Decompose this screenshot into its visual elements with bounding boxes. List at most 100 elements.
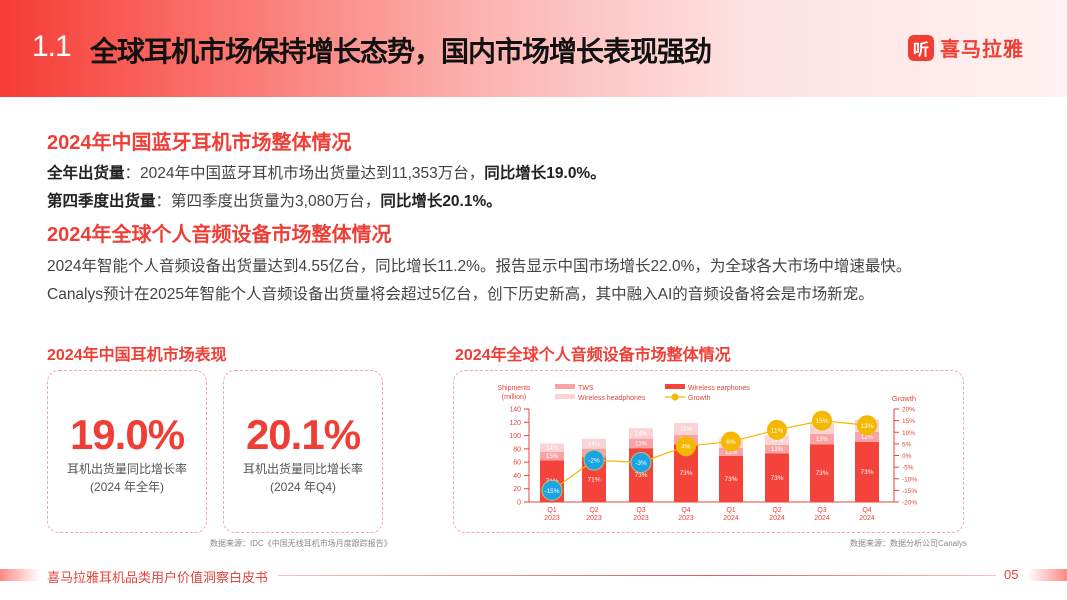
brand-name: 喜马拉雅 — [940, 39, 1024, 61]
legend-label-earphones: Wireless earphones — [688, 385, 750, 392]
growth-marker — [541, 479, 563, 501]
brand-logo: 听 喜马拉雅 — [908, 33, 1024, 62]
y-tick-label: 100 — [509, 433, 521, 440]
bar-label-tws: 13% — [635, 441, 648, 447]
footer-accent-right — [1027, 569, 1067, 581]
chart-source-note: 数据来源：数据分析公司Canalys — [850, 539, 967, 548]
growth-label: -3% — [635, 460, 647, 467]
growth-marker — [721, 431, 741, 452]
bar-label-headphones: 14% — [588, 442, 601, 448]
y-tick-label: 0 — [517, 500, 521, 507]
legend-label-headphones: Wireless headphones — [578, 395, 646, 402]
kpi-value: 20.1% — [245, 411, 361, 458]
growth-label: 13% — [860, 423, 873, 430]
kpi-label: 耳机出货量同比增长率 — [242, 462, 363, 476]
bar-label-earphones: 73% — [724, 476, 737, 483]
kpi-label: 耳机出货量同比增长率 — [66, 462, 187, 476]
q4-shipment-label: 第四季度出货量 — [47, 193, 156, 210]
bar-label-headphones: 15% — [680, 427, 693, 433]
bar-wireless-earphones — [719, 455, 743, 502]
y2-tick-label: 0% — [902, 453, 912, 460]
chart-section-title: 2024年全球个人音频设备市场整体情况 — [455, 347, 731, 364]
bar-tws — [629, 438, 653, 449]
legend-marker-growth — [671, 393, 679, 401]
bar-tws — [810, 434, 834, 445]
y2-tick-label: -5% — [902, 465, 914, 472]
y2-tick-label: -20% — [902, 500, 917, 507]
growth-marker — [583, 449, 605, 471]
q4-shipment-line: 第四季度出货量：第四季度出货量为3,080万台，同比增长20.1%。 — [47, 189, 502, 211]
x-tick-year: 2024 — [859, 515, 875, 522]
china-market-title: 2024年中国蓝牙耳机市场整体情况 — [47, 132, 352, 154]
x-tick-quarter: Q4 — [862, 507, 871, 514]
x-tick-year: 2023 — [586, 515, 602, 522]
kpi-card-q4: 20.1% 耳机出货量同比增长率 (2024 年Q4) — [223, 370, 383, 533]
legend-label-growth: Growth — [688, 395, 711, 402]
header-banner: 1.1 全球耳机市场保持增长态势，国内市场增长表现强劲 听 喜马拉雅 — [0, 0, 1067, 97]
kpi-section-title: 2024年中国耳机市场表现 — [47, 347, 227, 364]
bar-label-earphones: 73% — [770, 475, 783, 482]
footer-title: 喜马拉雅耳机品类用户价值洞察白皮书 — [47, 570, 269, 585]
x-tick-quarter: Q2 — [772, 507, 781, 514]
bar-wireless-headphones — [765, 435, 789, 445]
bar-label-earphones: 73% — [860, 469, 873, 476]
y2-tick-label: 5% — [902, 441, 912, 448]
global-market-para-2: Canalys预计在2025年智能个人音频设备出货量将会超过5亿台，创下历史新高… — [47, 286, 874, 303]
y-tick-label: 20 — [513, 486, 521, 493]
bar-tws — [855, 431, 879, 442]
annual-shipment-label: 全年出货量 — [47, 165, 125, 182]
x-tick-year: 2023 — [678, 515, 694, 522]
bar-label-tws: 13% — [771, 447, 784, 453]
y-tick-label: 40 — [513, 473, 521, 480]
growth-label: 6% — [726, 439, 736, 446]
global-market-title: 2024年全球个人音频设备市场整体情况 — [47, 224, 392, 246]
bar-tws — [540, 451, 564, 461]
bar-label-headphones: 14% — [635, 431, 648, 437]
x-tick-quarter: Q2 — [589, 507, 598, 514]
growth-marker — [767, 419, 787, 440]
q4-shipment-text: ：第四季度出货量为3,080万台， — [155, 193, 381, 210]
bar-label-tws: 13% — [725, 450, 738, 456]
legend-swatch-tws — [555, 384, 575, 389]
y-tick-label: 120 — [509, 420, 521, 427]
bar-label-earphones: 73% — [679, 470, 692, 477]
legend-swatch-earphones — [665, 384, 685, 389]
y-axis-title: Shipments — [497, 385, 531, 392]
bar-wireless-headphones — [674, 422, 698, 435]
growth-marker — [812, 410, 832, 431]
x-tick-quarter: Q1 — [547, 507, 556, 514]
bar-label-earphones: 73% — [634, 472, 647, 479]
footer-divider — [278, 575, 996, 576]
bar-label-tws: 15% — [546, 454, 559, 460]
bar-label-earphones: 73% — [815, 470, 828, 477]
annual-shipment-growth: 同比增长19.0%。 — [484, 165, 606, 182]
bar-label-tws: 12% — [861, 435, 874, 441]
x-tick-quarter: Q4 — [681, 507, 690, 514]
growth-label: 15% — [815, 418, 828, 425]
y2-tick-label: -15% — [902, 488, 917, 495]
bar-label-earphones: 71% — [587, 477, 600, 484]
y2-tick-label: -10% — [902, 476, 917, 483]
listen-logo-icon: 听 — [908, 34, 934, 61]
q4-shipment-growth: 同比增长20.1%。 — [380, 193, 502, 210]
x-tick-year: 2023 — [544, 515, 560, 522]
bar-wireless-earphones — [855, 441, 879, 502]
x-tick-year: 2024 — [769, 515, 785, 522]
y-axis-unit: (million) — [502, 394, 527, 401]
bar-wireless-headphones — [582, 438, 606, 449]
annual-shipment-text: ：2024年中国蓝牙耳机市场出货量达到11,353万台， — [124, 165, 485, 182]
chart-card: Shipments (million) TWS Wireless headphones… — [453, 370, 964, 533]
bar-wireless-headphones — [540, 443, 564, 452]
y2-tick-label: 15% — [902, 418, 915, 425]
bar-label-headphones: 14% — [546, 446, 559, 452]
x-tick-quarter: Q3 — [636, 507, 645, 514]
bar-label-headphones: 14% — [771, 438, 784, 444]
bar-tws — [719, 447, 743, 456]
section-number: 1.1 — [32, 30, 72, 63]
y2-tick-label: 10% — [902, 430, 915, 437]
y2-tick-label: 20% — [902, 407, 915, 414]
kpi-value: 19.0% — [69, 411, 185, 458]
growth-label: -15% — [544, 488, 559, 495]
growth-label: -2% — [588, 458, 600, 465]
bar-wireless-earphones — [765, 453, 789, 502]
